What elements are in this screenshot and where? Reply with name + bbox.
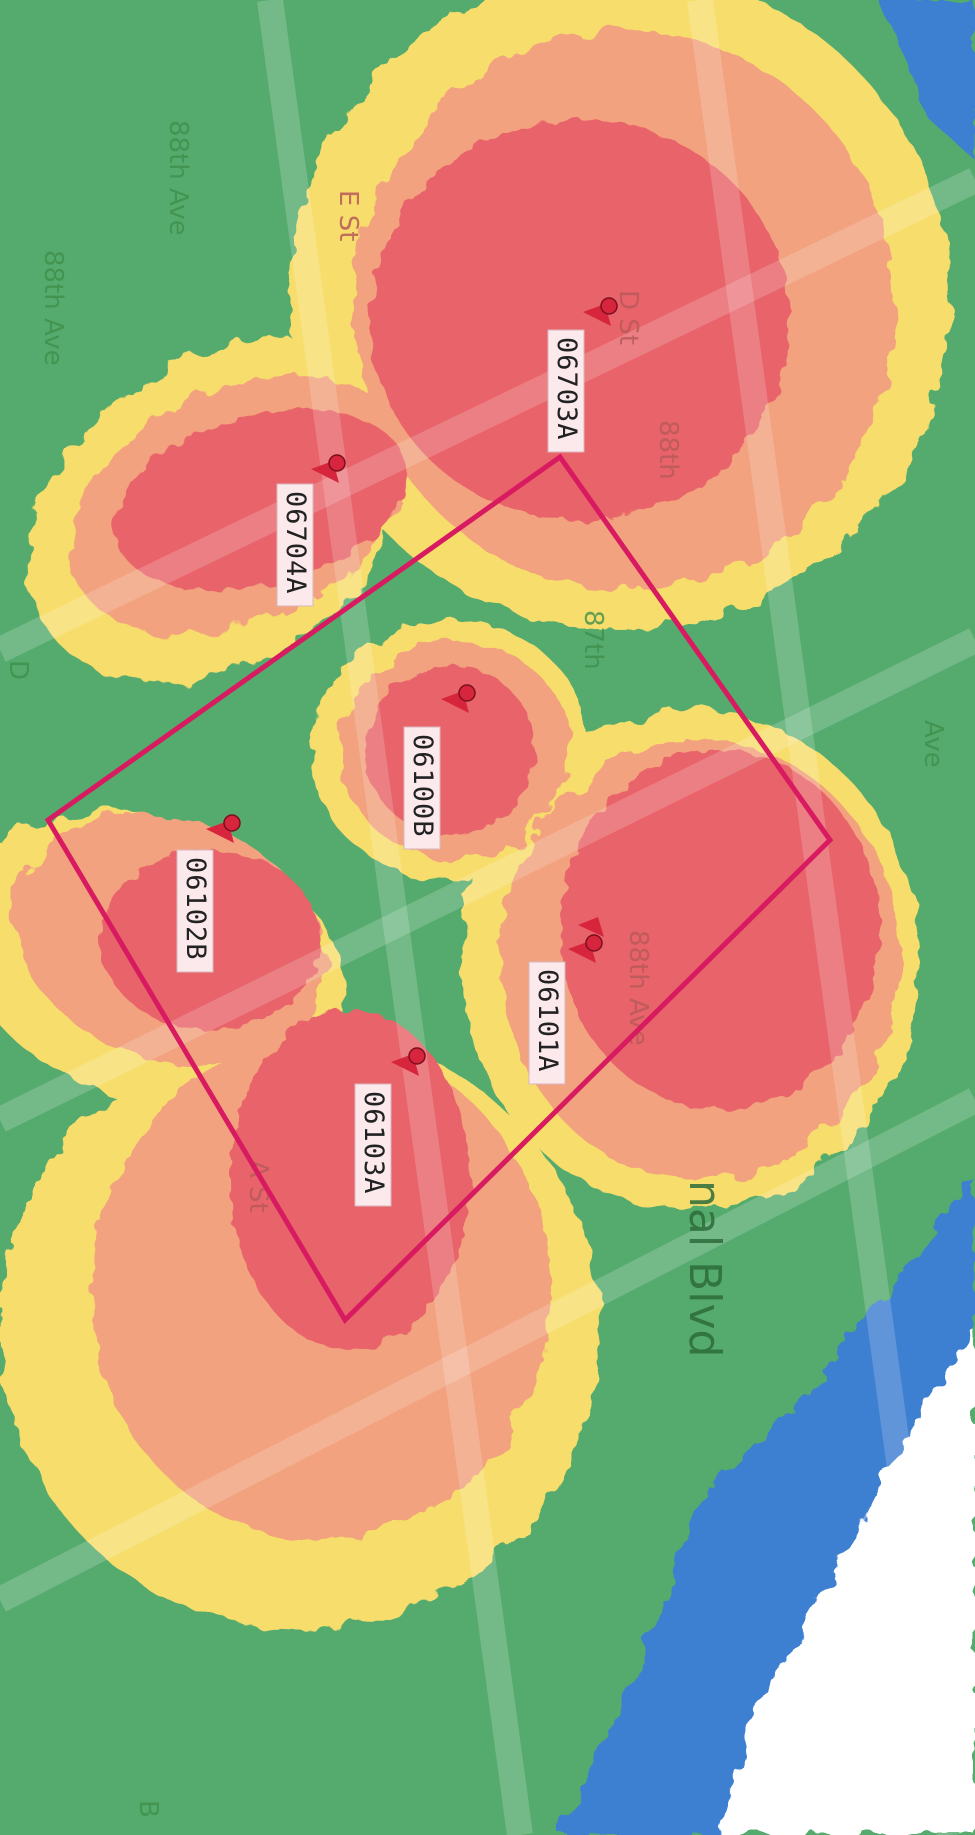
access-point-label: 06101A [532, 969, 563, 1073]
map-pin-icon [583, 297, 618, 326]
access-point-label: 06103A [358, 1091, 389, 1195]
street-label: 88th Ave [623, 930, 653, 1046]
street-label: D [3, 660, 33, 680]
access-point-label: 06704A [280, 491, 311, 595]
access-point-06103A[interactable]: 06103A [354, 1047, 426, 1207]
access-point-06704A[interactable]: 06704A [276, 454, 346, 607]
map-pin-icon [568, 917, 604, 963]
access-point-label: 06102B [180, 857, 211, 961]
map-pin-icon [206, 814, 241, 843]
access-point-06703A[interactable]: 06703A [547, 297, 618, 453]
street-label: 88th Ave [38, 250, 68, 366]
access-point-06100B[interactable]: 06100B [403, 684, 476, 850]
street-label: 87th [578, 610, 608, 670]
map-pin-icon [311, 454, 346, 483]
survey-area-frame [44, 453, 834, 1325]
street-label: 88th [653, 420, 683, 480]
access-point-label: 06703A [551, 337, 582, 441]
access-point-label: 06100B [407, 734, 438, 838]
map-pin-icon [441, 684, 476, 713]
street-label: nal Blvd [679, 1180, 730, 1357]
street-label: D St [613, 290, 643, 345]
strong-signal-area [100, 120, 880, 1350]
access-point-06102B[interactable]: 06102B [176, 814, 241, 973]
street-label: E St [333, 190, 363, 241]
map-pin-icon [391, 1047, 426, 1076]
access-point-06101A[interactable]: 06101A [528, 917, 604, 1085]
street-label: B [133, 1800, 163, 1818]
no-coverage-area [560, 0, 975, 1835]
street-label: Ave [918, 720, 948, 768]
street-label: 88th Ave [163, 120, 193, 236]
